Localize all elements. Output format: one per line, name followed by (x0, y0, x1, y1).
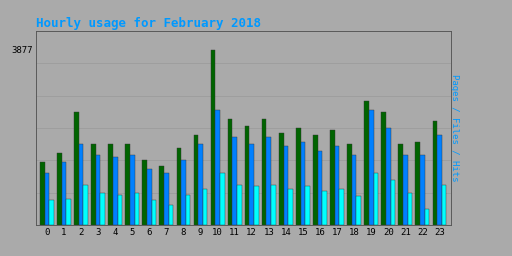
Bar (330, 130, 335, 225)
Bar (160, 166, 164, 225)
Bar (186, 195, 190, 225)
Bar (203, 189, 207, 225)
Bar (45, 173, 49, 225)
Bar (62, 162, 67, 225)
Bar (91, 144, 96, 225)
Bar (437, 135, 442, 225)
Bar (79, 144, 83, 225)
Bar (267, 137, 271, 225)
Bar (198, 144, 203, 225)
Bar (147, 169, 152, 225)
Bar (262, 119, 267, 225)
Bar (169, 205, 173, 225)
Bar (237, 185, 242, 225)
Bar (425, 209, 430, 225)
Bar (74, 112, 79, 225)
Bar (130, 155, 135, 225)
Bar (420, 155, 425, 225)
Bar (181, 160, 186, 225)
Bar (296, 128, 301, 225)
Bar (313, 135, 318, 225)
Bar (386, 128, 391, 225)
Bar (100, 193, 105, 225)
Bar (232, 137, 237, 225)
Bar (113, 157, 118, 225)
Y-axis label: Pages / Files / Hits: Pages / Files / Hits (450, 74, 459, 182)
Bar (142, 160, 147, 225)
Bar (125, 144, 130, 225)
Bar (288, 189, 293, 225)
Bar (416, 142, 420, 225)
Bar (83, 185, 88, 225)
Bar (40, 162, 45, 225)
Bar (403, 155, 408, 225)
Bar (245, 126, 249, 225)
Bar (118, 195, 122, 225)
Bar (194, 135, 198, 225)
Bar (96, 155, 100, 225)
Bar (408, 193, 412, 225)
Bar (228, 119, 232, 225)
Bar (152, 200, 156, 225)
Bar (352, 155, 356, 225)
Bar (67, 199, 71, 225)
Bar (374, 173, 378, 225)
Bar (216, 110, 220, 225)
Bar (109, 144, 113, 225)
Bar (177, 148, 181, 225)
Bar (442, 185, 446, 225)
Bar (254, 186, 259, 225)
Bar (49, 200, 54, 225)
Bar (381, 112, 386, 225)
Bar (323, 191, 327, 225)
Bar (279, 133, 284, 225)
Bar (391, 180, 395, 225)
Bar (211, 50, 216, 225)
Bar (369, 110, 374, 225)
Bar (301, 142, 305, 225)
Bar (356, 196, 361, 225)
Bar (284, 146, 288, 225)
Text: Hourly usage for February 2018: Hourly usage for February 2018 (36, 17, 261, 29)
Bar (305, 186, 310, 225)
Bar (365, 101, 369, 225)
Bar (318, 151, 323, 225)
Bar (433, 121, 437, 225)
Bar (164, 173, 169, 225)
Bar (347, 144, 352, 225)
Bar (220, 173, 225, 225)
Bar (57, 153, 62, 225)
Bar (335, 146, 339, 225)
Bar (271, 185, 276, 225)
Bar (135, 193, 139, 225)
Bar (339, 189, 344, 225)
Bar (398, 144, 403, 225)
Bar (249, 144, 254, 225)
